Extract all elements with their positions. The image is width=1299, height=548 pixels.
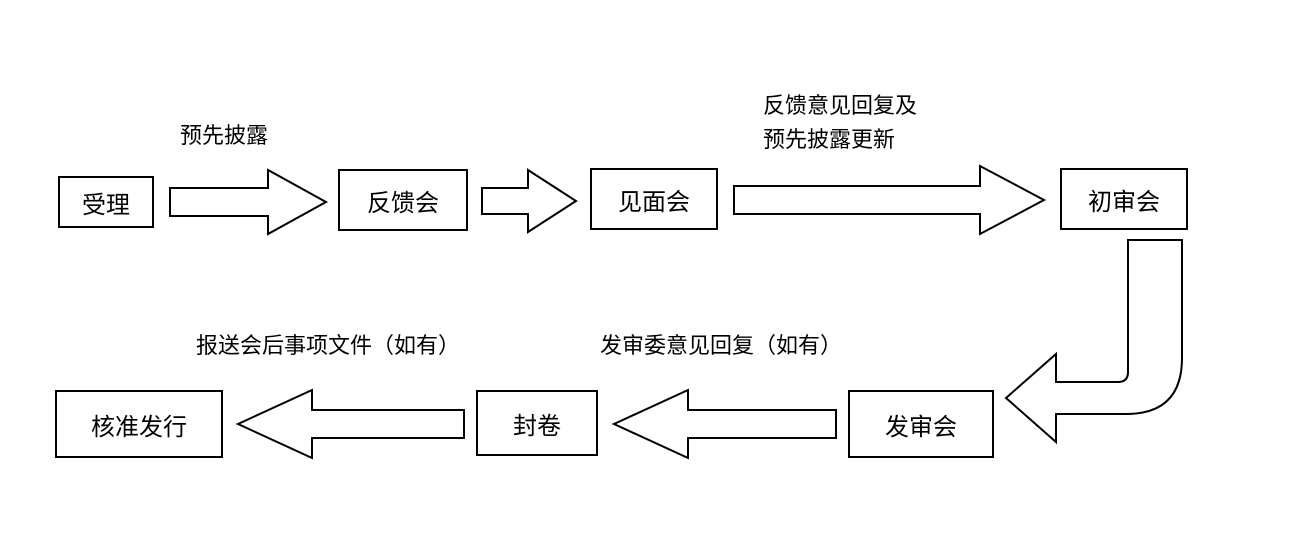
node-feedback-meeting: 反馈会 [338,169,468,231]
node-label: 见面会 [618,182,690,217]
node-accept: 受理 [58,176,154,228]
node-label: 发审会 [885,407,957,442]
node-prelim-review: 初审会 [1060,168,1188,230]
node-label: 受理 [82,185,130,220]
arrow-right-icon [168,162,328,242]
flowchart-canvas: 受理 反馈会 见面会 初审会 发审会 封卷 核准发行 预先披露 反馈意见回复及 … [0,0,1299,548]
edge-label-pre-disclosure: 预先披露 [180,118,268,150]
node-approve: 核准发行 [55,390,223,458]
node-label: 封卷 [513,406,561,441]
edge-label-post-meeting-docs: 报送会后事项文件（如有） [196,328,460,360]
node-label: 初审会 [1088,182,1160,217]
arrow-left-icon [610,384,838,464]
node-issuance-review: 发审会 [848,390,994,458]
edge-label-committee-reply: 发审委意见回复（如有） [600,328,842,360]
arrow-right-icon [732,160,1048,240]
edge-label-feedback-reply-1: 反馈意见回复及 [763,88,917,120]
arrow-left-icon [234,384,466,464]
arrow-right-icon [480,164,580,238]
node-seal: 封卷 [476,390,598,456]
node-label: 核准发行 [91,407,187,442]
arrow-curve-down-left-icon [1000,238,1260,468]
node-meet: 见面会 [590,168,718,230]
node-label: 反馈会 [367,183,439,218]
edge-label-feedback-reply-2: 预先披露更新 [763,122,895,154]
